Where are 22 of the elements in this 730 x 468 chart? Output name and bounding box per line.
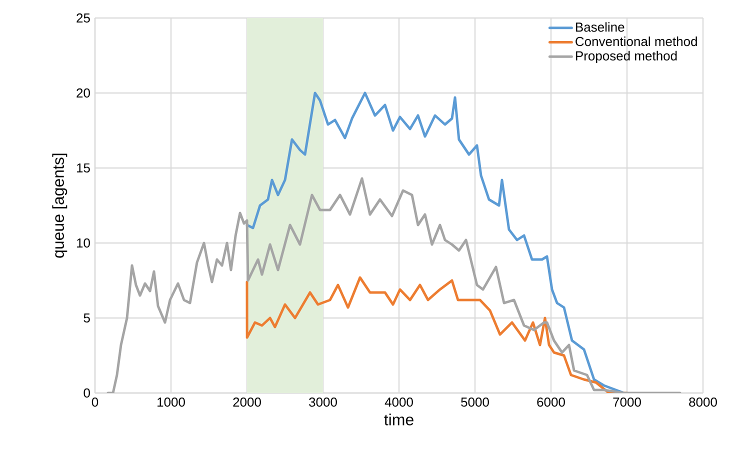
legend-label: Baseline [576, 22, 624, 32]
x-tick-label: 8000 [689, 398, 717, 407]
x-tick-label: 7000 [613, 398, 641, 407]
y-tick-label: 20 [76, 88, 90, 98]
legend-label: Conventional method [576, 36, 697, 46]
y-tick-label: 5 [84, 313, 90, 323]
x-tick-label: 5000 [461, 398, 489, 407]
y-tick-label: 25 [76, 13, 90, 23]
x-tick-label: 6000 [537, 398, 565, 407]
line-series [106, 177, 682, 393]
x-tick-label: 2000 [233, 398, 261, 407]
x-tick-label: 3000 [309, 398, 337, 407]
y-axis-title: queue [agents] [52, 154, 68, 258]
legend-label: Proposed method [576, 50, 677, 64]
x-tick-label: 1000 [158, 398, 185, 407]
y-tick-label: 15 [76, 163, 90, 173]
line-series [246, 92, 626, 393]
x-tick-label: 0 [92, 398, 98, 407]
x-axis-title: time [384, 414, 414, 426]
x-tick-label: 4000 [384, 398, 413, 407]
y-tick-label: 10 [76, 238, 90, 248]
y-tick-label: 0 [84, 388, 90, 398]
